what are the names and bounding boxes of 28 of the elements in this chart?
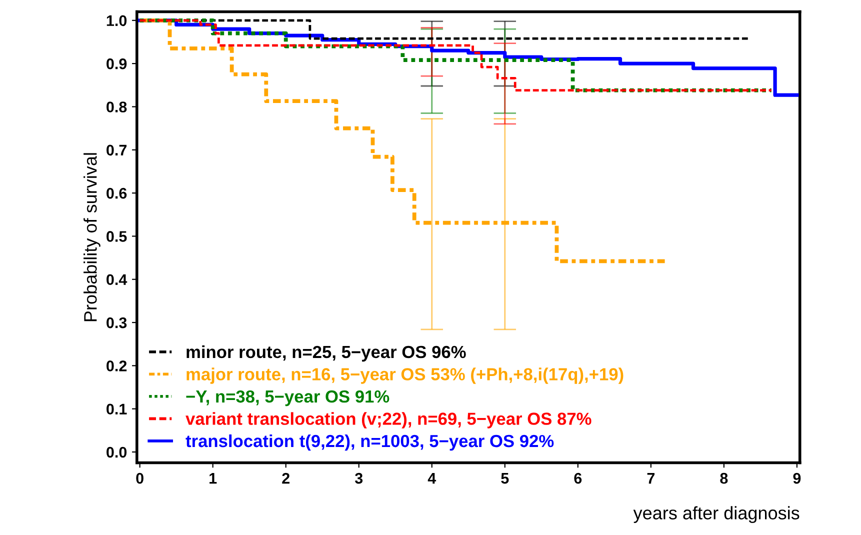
legend-label: −Y, n=38, 5−year OS 91% bbox=[186, 390, 390, 406]
y-tick-label: 0.5 bbox=[106, 231, 127, 242]
x-tick-label: 0 bbox=[136, 472, 144, 484]
x-tick-label: 4 bbox=[428, 473, 436, 484]
y-tick-label: 0.3 bbox=[106, 317, 127, 328]
legend-label: translocation t(9,22), n=1003, 5−year OS 92% bbox=[186, 434, 554, 451]
y-tick-label: 0.4 bbox=[106, 274, 128, 286]
x-tick-label: 1 bbox=[210, 473, 217, 484]
x-tick-label: 5 bbox=[501, 473, 509, 484]
y-tick-label: 0.2 bbox=[106, 360, 127, 372]
y-tick-label: 0.1 bbox=[106, 404, 127, 415]
legend-label: minor route, n=25, 5−year OS 96% bbox=[186, 345, 466, 362]
x-tick-label: 8 bbox=[720, 472, 728, 484]
y-tick-label: 0.6 bbox=[106, 188, 127, 199]
x-tick-label: 7 bbox=[647, 473, 654, 484]
x-tick-label: 2 bbox=[282, 472, 290, 484]
x-tick-label: 9 bbox=[793, 472, 801, 484]
y-tick-label: 0.8 bbox=[106, 102, 127, 112]
legend-label: major route, n=16, 5−year OS 53% (+Ph,+8,i(17q),+19) bbox=[186, 368, 624, 384]
y-axis-title: Probability of survival bbox=[84, 153, 100, 322]
x-tick-label: 3 bbox=[354, 472, 363, 484]
y-tick-label: 0.7 bbox=[106, 144, 127, 156]
x-axis-title: years after diagnosis bbox=[633, 506, 800, 524]
x-tick-label: 6 bbox=[574, 472, 582, 484]
y-tick-label: 1.0 bbox=[106, 15, 127, 26]
legend-label: variant translocation (v;22), n=69, 5−year OS 87% bbox=[186, 412, 592, 428]
y-tick-label: 0.0 bbox=[106, 446, 127, 458]
y-tick-label: 0.9 bbox=[106, 58, 127, 70]
